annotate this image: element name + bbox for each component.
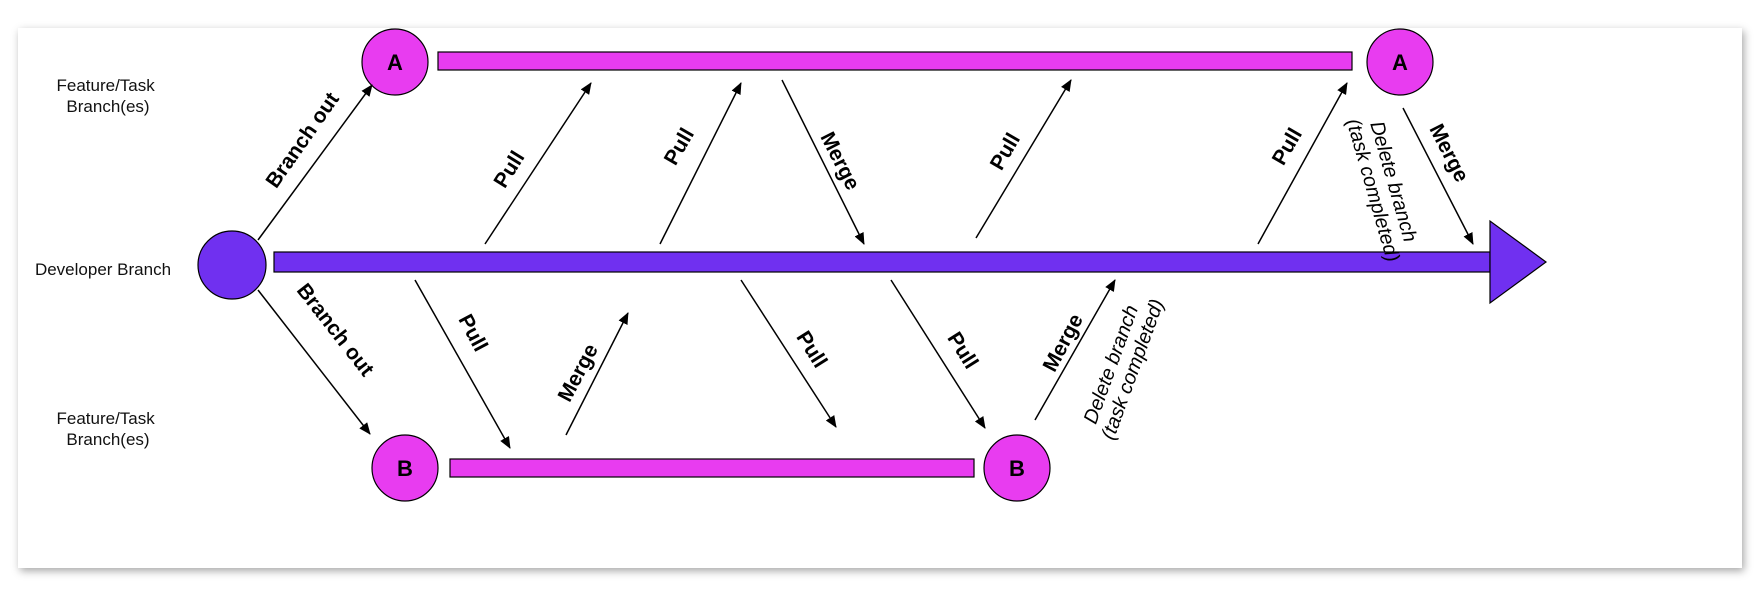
pull-arrow-5 — [414, 279, 511, 449]
delete-branch-label-a: Delete branch (task completed) — [1342, 110, 1425, 264]
svg-text:A: A — [1392, 50, 1408, 75]
svg-text:B: B — [1009, 456, 1025, 481]
pull-arrow-1 — [484, 82, 592, 245]
pull-label-6: Pull — [792, 327, 832, 372]
pull-arrow-6 — [740, 279, 837, 428]
branch-out-bottom-label: Branch out — [292, 279, 378, 381]
merge-label-2: Merge — [1425, 120, 1474, 186]
pull-label-5: Pull — [454, 311, 492, 356]
node-b-start: B — [371, 434, 439, 502]
lane-label-feature-top: Feature/Task Branch(es) — [57, 76, 160, 116]
merge-label-3: Merge — [554, 340, 603, 405]
pull-arrow-7 — [890, 279, 986, 429]
node-a-end: A — [1366, 28, 1434, 96]
merge-arrow-a-final — [1402, 107, 1474, 245]
pull-arrow-2 — [659, 82, 742, 245]
lane-label-developer: Developer Branch — [35, 260, 171, 279]
svg-text:B: B — [397, 456, 413, 481]
pull-label-4: Pull — [1268, 124, 1307, 169]
pull-label-7: Pull — [943, 328, 983, 373]
merge-arrow-b-final — [1034, 279, 1116, 421]
feature-branch-b-bar — [449, 458, 975, 478]
git-branching-diagram: Feature/Task Branch(es) Developer Branch… — [35, 28, 1548, 502]
pull-label-2: Pull — [660, 124, 699, 169]
delete-branch-label-b: Delete branch (task completed) — [1077, 289, 1169, 443]
developer-branch-arrowhead — [1489, 219, 1548, 305]
diagram-canvas: Feature/Task Branch(es) Developer Branch… — [18, 28, 1742, 568]
developer-branch-start-node — [197, 230, 267, 300]
svg-text:A: A — [387, 50, 403, 75]
pull-arrow-4 — [1257, 82, 1348, 245]
feature-branch-a-bar — [437, 51, 1353, 71]
branch-out-bottom-arrow — [257, 289, 371, 435]
merge-arrow-a-to-dev — [781, 79, 865, 245]
merge-arrow-b-mid — [565, 312, 629, 436]
merge-label-4: Merge — [1039, 310, 1088, 375]
pull-arrow-3 — [975, 79, 1072, 239]
branch-out-top-arrow — [257, 84, 373, 241]
node-b-end: B — [983, 434, 1051, 502]
developer-branch-bar — [273, 251, 1491, 273]
lane-label-feature-bottom: Feature/Task Branch(es) — [57, 409, 160, 449]
node-a-start: A — [361, 28, 429, 96]
